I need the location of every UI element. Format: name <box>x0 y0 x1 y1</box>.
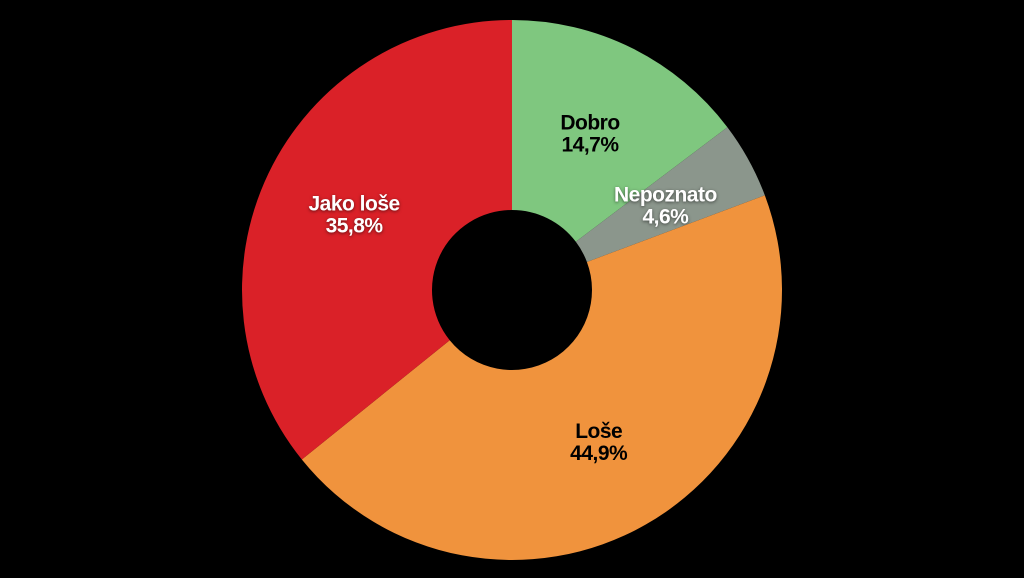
pie-slice-nepoznato <box>575 127 765 262</box>
pie-slice-dobro <box>512 20 728 242</box>
pie-slice-jako-lo-e <box>242 19 512 460</box>
pie-slice-lo-e <box>301 195 782 560</box>
